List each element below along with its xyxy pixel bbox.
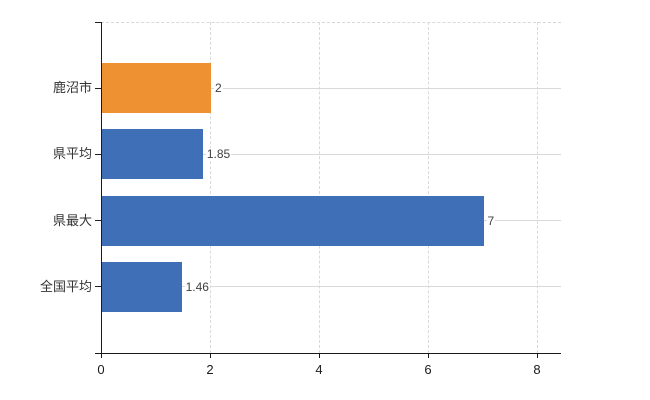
category-label: 県平均 bbox=[52, 146, 92, 162]
plot-top-gridline bbox=[101, 22, 561, 23]
vertical-gridline bbox=[428, 22, 429, 353]
bar-県最大[interactable] bbox=[102, 195, 484, 246]
vertical-gridline bbox=[210, 22, 211, 353]
x-axis-tick bbox=[428, 353, 429, 358]
x-axis-tick-label: 4 bbox=[315, 362, 323, 377]
x-axis-tick bbox=[101, 353, 102, 358]
vertical-gridline bbox=[537, 22, 539, 353]
x-axis-tick bbox=[319, 353, 320, 358]
x-axis-tick-label: 6 bbox=[424, 362, 432, 377]
category-label: 鹿沼市 bbox=[52, 80, 92, 96]
x-axis-line bbox=[95, 353, 561, 354]
category-tick bbox=[95, 87, 101, 89]
bar-value-label: 2 bbox=[214, 81, 223, 96]
category-tick bbox=[95, 220, 101, 222]
category-tick bbox=[95, 153, 101, 155]
category-label: 全国平均 bbox=[39, 278, 92, 294]
bar-全国平均[interactable] bbox=[102, 261, 182, 312]
y-axis-line bbox=[101, 22, 102, 354]
bar-value-label: 1.46 bbox=[184, 279, 210, 294]
category-tick bbox=[95, 286, 101, 288]
y-axis-top-tick bbox=[95, 21, 101, 23]
category-gridline bbox=[101, 87, 561, 89]
x-axis-tick bbox=[537, 353, 539, 358]
x-axis-tick-label: 2 bbox=[206, 362, 214, 377]
bar-value-label: 7 bbox=[486, 213, 496, 228]
bar-県平均[interactable] bbox=[102, 129, 203, 180]
bar-鹿沼市[interactable] bbox=[102, 63, 211, 114]
vertical-gridline bbox=[319, 22, 320, 353]
category-gridline bbox=[101, 153, 561, 155]
x-axis-tick-label: 8 bbox=[533, 362, 541, 377]
x-axis-tick bbox=[210, 353, 211, 358]
bar-value-label: 1.85 bbox=[205, 147, 232, 162]
x-axis-tick-label: 0 bbox=[97, 362, 105, 377]
category-label: 県最大 bbox=[52, 212, 92, 228]
category-gridline bbox=[101, 286, 561, 288]
